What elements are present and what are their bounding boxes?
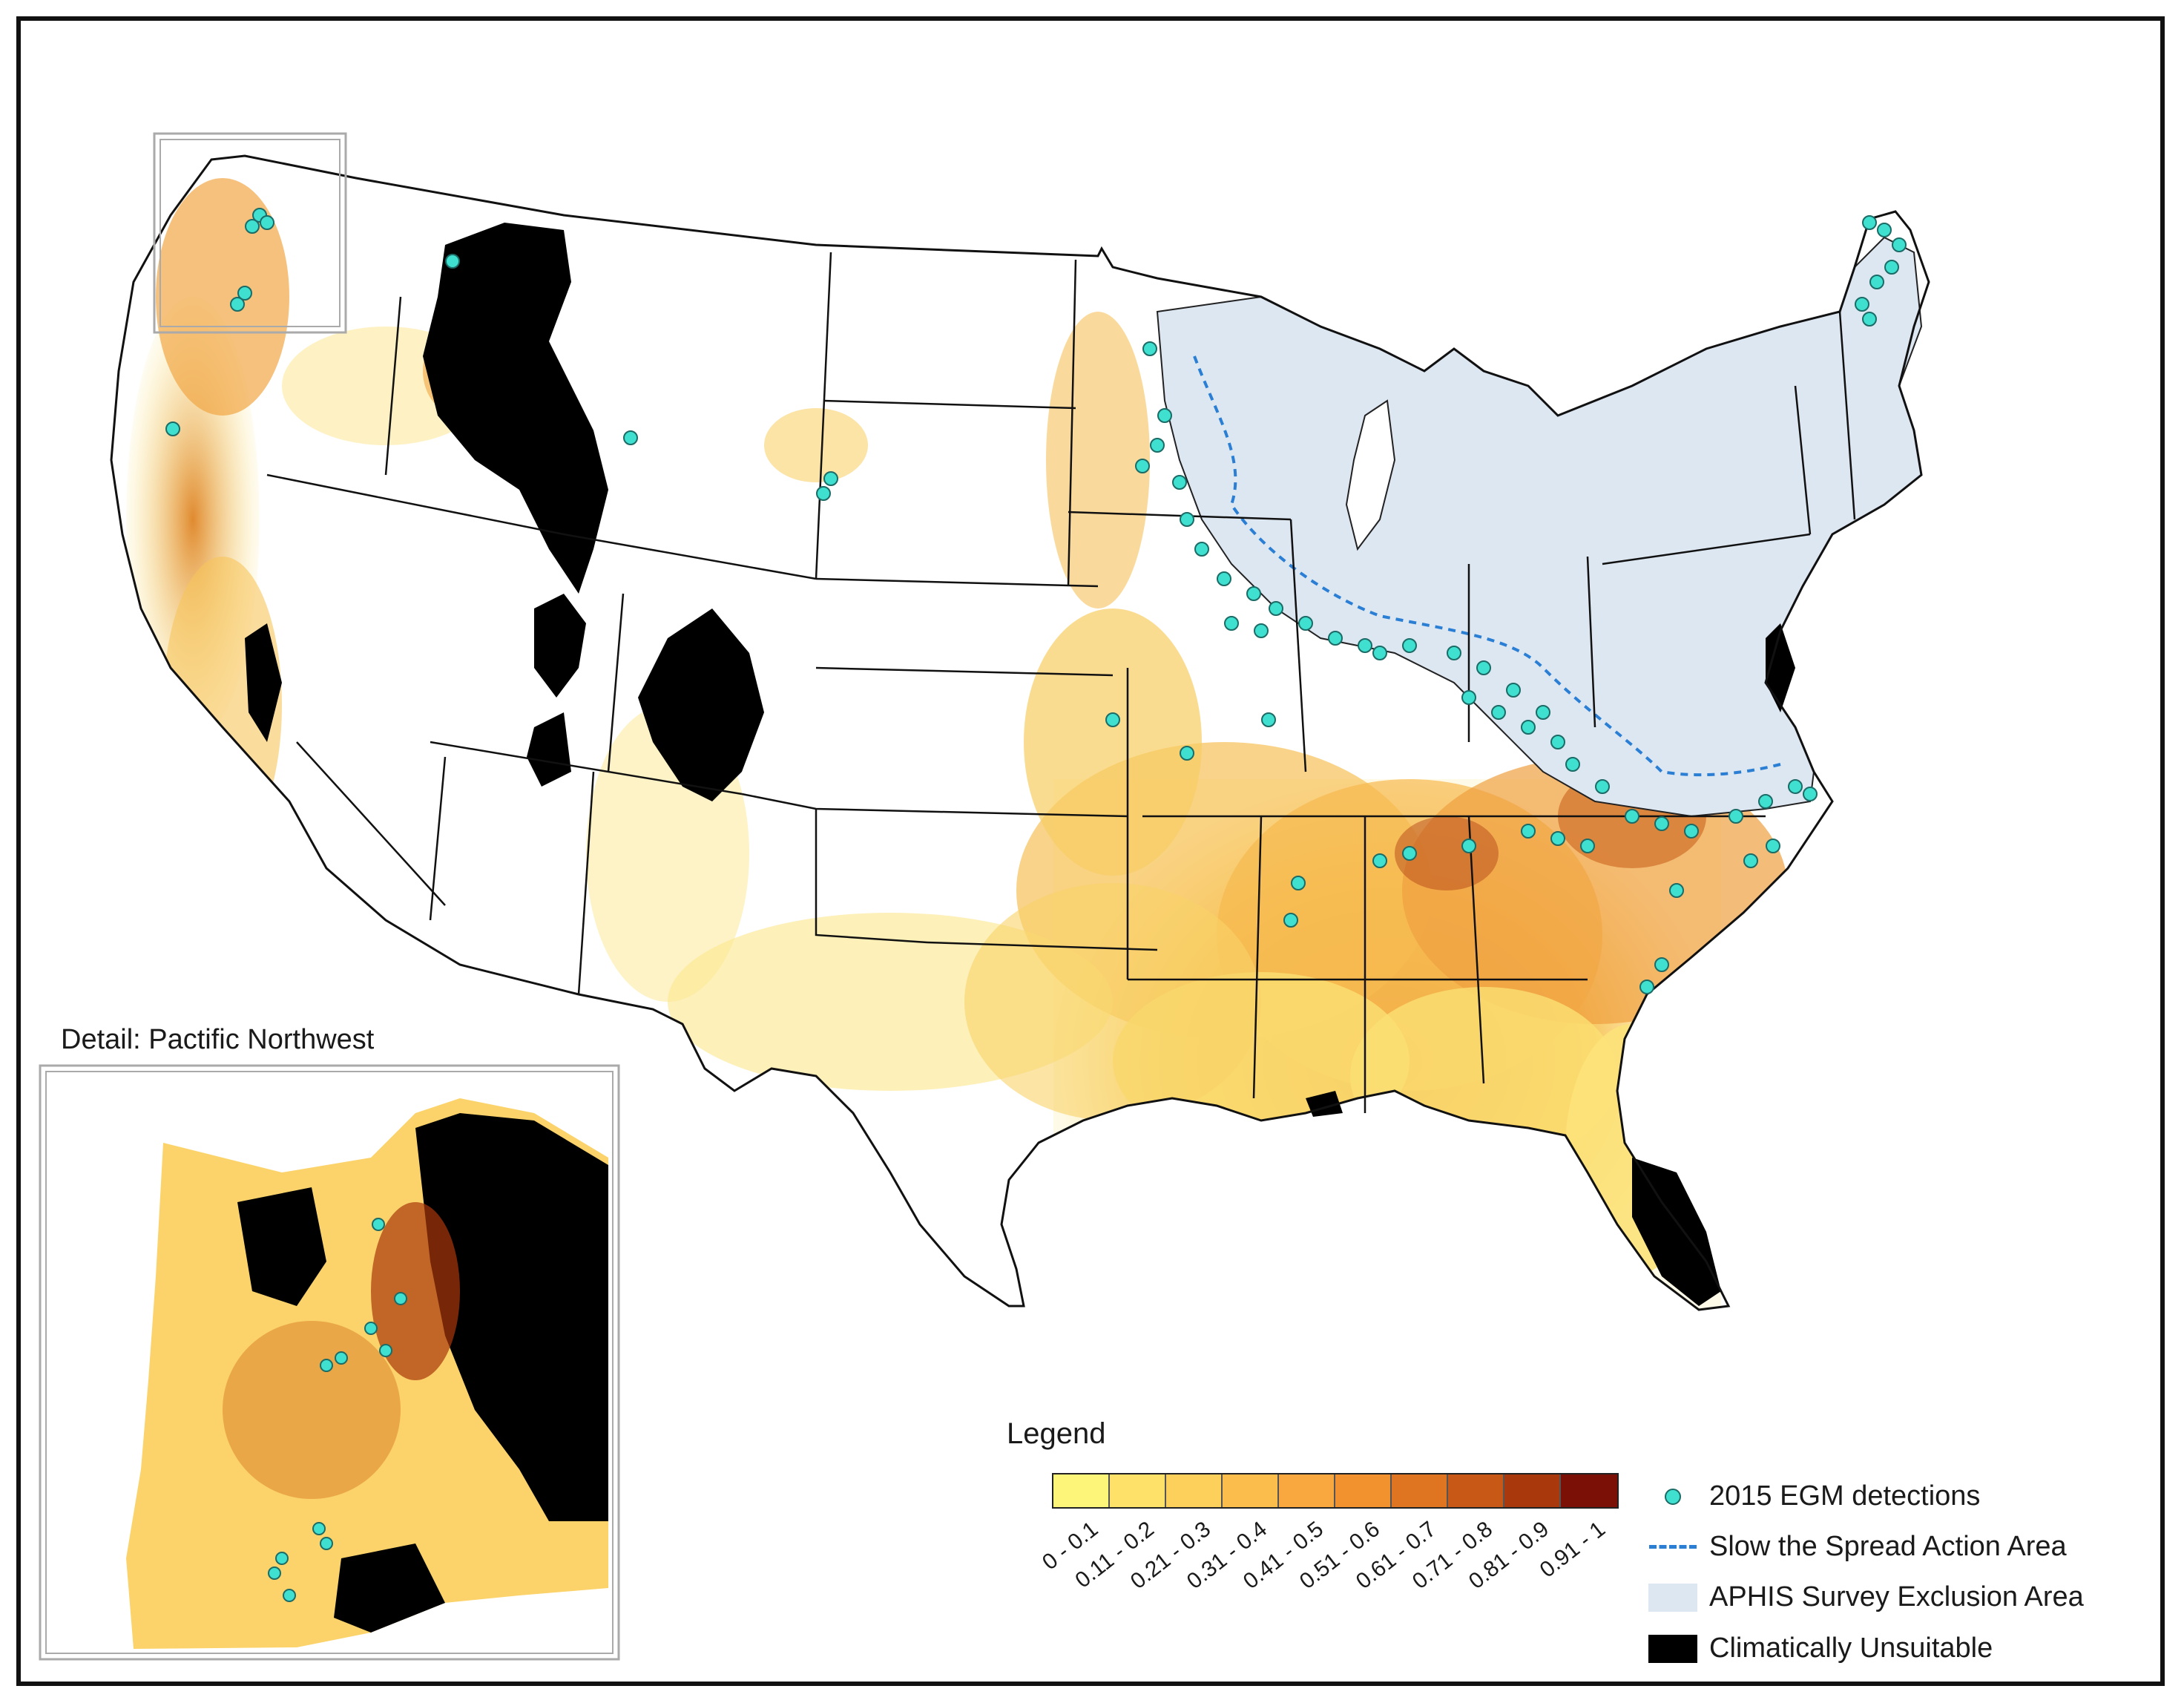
legend-key-item: Climatically Unsuitable [1647,1633,1993,1664]
detail-inset [39,1064,620,1661]
legend-ramp-cell [1223,1474,1279,1507]
legend-color-ramp [1052,1473,1619,1509]
legend-ramp-cell [1448,1474,1504,1507]
legend-ramp-cell [1110,1474,1166,1507]
legend-ramp-cell [1561,1474,1617,1507]
legend-title: Legend [1007,1417,1106,1450]
unsuitable-areas [245,223,1795,1306]
legend-key-item: APHIS Survey Exclusion Area [1647,1581,2084,1613]
legend-ramp-cell [1335,1474,1392,1507]
state-boundaries [110,154,1930,1311]
dashed-line-icon [1647,1532,1699,1562]
legend-ramp-cell [1279,1474,1335,1507]
legend-key-label: 2015 EGM detections [1709,1480,1981,1512]
legend-key-label: Slow the Spread Action Area [1709,1531,2067,1562]
unsuitable-swatch-icon [1647,1634,1699,1664]
legend-key-label: APHIS Survey Exclusion Area [1709,1581,2084,1613]
legend-ramp-cell [1504,1474,1561,1507]
legend-key-label: Climatically Unsuitable [1709,1633,1993,1664]
detail-title: Detail: Pactific Northwest [61,1024,375,1055]
legend-ramp-cell [1053,1474,1110,1507]
egm-detections [165,208,1907,1602]
legend-ramp-cell [1392,1474,1448,1507]
legend-ramp-cell [1166,1474,1223,1507]
exclusion-swatch-icon [1647,1583,1699,1613]
detection-dot-icon [1647,1482,1699,1512]
legend-key-item: Slow the Spread Action Area [1647,1531,2067,1563]
legend-key-item: 2015 EGM detections [1647,1480,1980,1512]
